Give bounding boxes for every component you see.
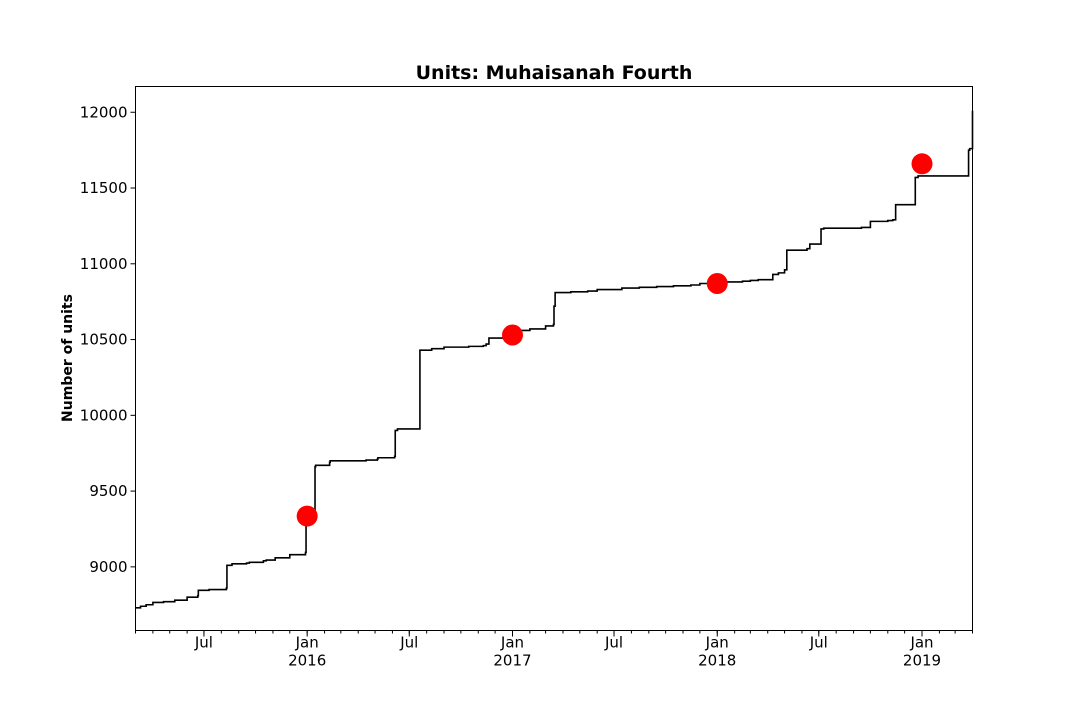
marker-point [296,505,318,527]
x-tick-label: Jan [500,634,524,652]
x-tick-label: Jan [295,634,319,652]
marker-point [911,153,933,175]
y-axis-label: Number of units [60,294,76,422]
x-tick-label: Jan [705,634,729,652]
y-tick-label: 11000 [80,255,128,273]
y-tick-label: 10500 [80,331,128,349]
axes-frame [135,86,973,631]
marker-point [501,324,523,346]
x-tick-label: Jul [809,634,828,652]
x-tick-year-label: 2019 [903,652,941,670]
series-line [135,110,974,609]
x-tick-label: Jul [194,634,213,652]
marker-point [706,272,728,294]
y-tick-label: 10000 [80,406,128,424]
x-tick-year-label: 2016 [288,652,326,670]
x-tick-label: Jul [399,634,418,652]
y-tick-label: 12000 [80,103,128,121]
x-tick-label: Jan [909,634,933,652]
y-tick-label: 9500 [89,482,127,500]
x-tick-year-label: 2017 [493,652,531,670]
chart-title: Units: Muhaisanah Fourth [416,62,693,84]
x-tick-label: Jul [604,634,623,652]
plot-area [135,110,974,609]
y-tick-label: 9000 [89,558,127,576]
x-tick-year-label: 2018 [698,652,736,670]
y-tick-label: 11500 [80,179,128,197]
